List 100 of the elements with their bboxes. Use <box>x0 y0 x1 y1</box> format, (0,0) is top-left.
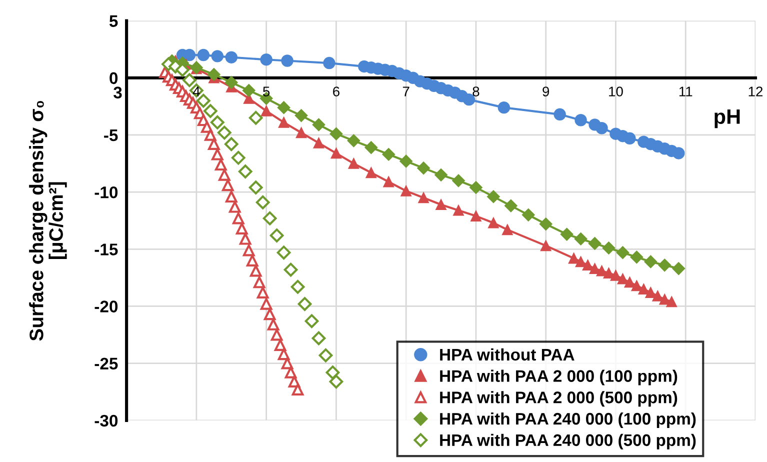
point <box>434 168 448 182</box>
point <box>204 129 216 141</box>
point <box>217 126 232 140</box>
x-tick-label: 12 <box>748 86 763 96</box>
point <box>242 84 256 97</box>
point <box>262 211 277 226</box>
y-tick-label: 5 <box>109 15 118 27</box>
point <box>256 286 269 298</box>
point <box>560 228 574 241</box>
point <box>383 176 394 188</box>
point <box>277 101 290 114</box>
point <box>624 132 636 145</box>
point <box>231 150 246 165</box>
y-tick-label: -20 <box>94 300 118 312</box>
point <box>270 328 283 341</box>
point <box>298 297 312 311</box>
point <box>274 339 286 351</box>
point <box>588 236 602 250</box>
point <box>348 158 360 169</box>
point <box>436 199 446 210</box>
point <box>253 276 266 288</box>
point <box>645 287 656 298</box>
point <box>418 192 429 204</box>
point <box>610 270 622 281</box>
point <box>225 190 238 203</box>
point <box>318 348 333 362</box>
point <box>218 169 230 181</box>
x-tick-label: 8 <box>472 86 480 96</box>
point <box>658 258 672 272</box>
point <box>246 254 258 266</box>
x-tick-label: 6 <box>333 86 340 96</box>
point <box>659 294 670 305</box>
point <box>400 154 413 168</box>
point <box>652 290 664 302</box>
point <box>224 76 238 89</box>
y-axis-title: Surface charge density σ₀ [μC/cm²] <box>29 100 67 341</box>
point <box>603 268 614 279</box>
point <box>304 314 319 328</box>
point <box>236 222 248 235</box>
point <box>260 106 272 116</box>
point <box>554 108 566 121</box>
point <box>278 116 290 128</box>
point <box>232 212 244 224</box>
point <box>616 246 630 260</box>
point <box>278 348 290 360</box>
point <box>631 280 642 292</box>
point <box>504 199 518 212</box>
point <box>284 262 298 277</box>
y-tick-label: -10 <box>94 186 118 198</box>
point <box>312 118 326 132</box>
point <box>582 260 594 271</box>
point <box>498 101 510 114</box>
point <box>238 164 252 178</box>
point <box>323 56 336 70</box>
point <box>312 331 326 346</box>
point <box>330 127 343 140</box>
point <box>366 167 377 178</box>
point <box>400 186 412 196</box>
x-tick-label: 7 <box>402 86 410 96</box>
point <box>276 246 291 260</box>
point <box>417 162 430 175</box>
point <box>224 137 238 152</box>
point <box>470 210 482 222</box>
point <box>284 366 297 378</box>
point <box>248 180 263 194</box>
point <box>589 263 600 274</box>
point <box>347 134 360 148</box>
point <box>197 48 210 62</box>
point <box>453 204 464 216</box>
point <box>264 308 276 320</box>
point <box>326 366 340 380</box>
point <box>452 174 465 188</box>
point <box>260 298 272 310</box>
point <box>260 54 272 66</box>
point <box>540 240 552 252</box>
point <box>488 217 499 228</box>
point <box>596 122 608 134</box>
point <box>207 68 220 81</box>
point <box>210 115 224 130</box>
point <box>672 147 685 160</box>
point <box>470 181 482 194</box>
point <box>267 318 280 330</box>
point <box>502 224 513 236</box>
point <box>203 104 218 118</box>
point <box>638 284 650 295</box>
point <box>617 273 628 284</box>
point <box>486 190 500 204</box>
point <box>248 110 263 125</box>
point <box>575 256 586 268</box>
point <box>290 280 305 294</box>
point <box>225 51 238 64</box>
point <box>296 127 307 138</box>
point <box>313 138 324 148</box>
point <box>624 276 636 288</box>
point <box>574 232 588 246</box>
point <box>281 357 294 370</box>
point <box>256 195 270 210</box>
point <box>596 265 608 276</box>
point <box>182 73 196 88</box>
y-tick-label: 0 <box>110 72 118 84</box>
